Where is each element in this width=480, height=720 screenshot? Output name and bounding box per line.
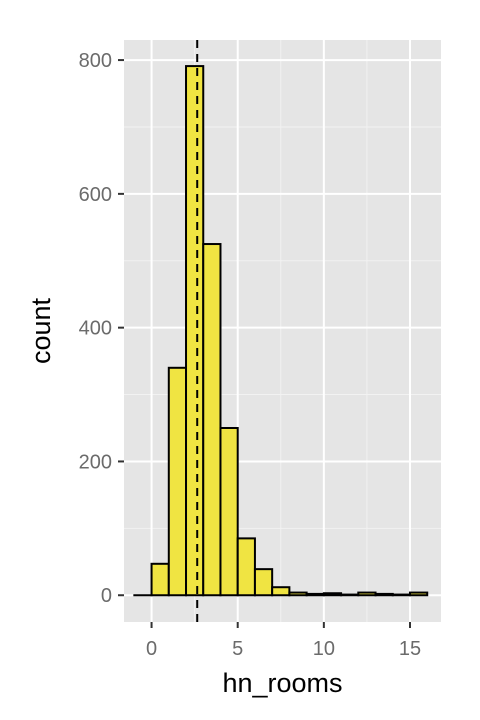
histogram-bar bbox=[374, 592, 394, 597]
x-tick-label: 10 bbox=[313, 638, 335, 660]
y-tick-label: 400 bbox=[79, 318, 112, 340]
histogram-bar bbox=[271, 586, 291, 597]
x-tick-label: 0 bbox=[146, 638, 157, 660]
histogram-bar bbox=[219, 427, 239, 597]
histogram-bar bbox=[253, 568, 274, 597]
x-tick-label: 5 bbox=[232, 638, 243, 660]
histogram-bar bbox=[305, 592, 325, 597]
histogram-bar bbox=[236, 537, 256, 597]
x-axis-ticks: 0 5 10 15 bbox=[146, 622, 421, 660]
x-axis-title: hn_rooms bbox=[222, 668, 342, 698]
y-tick-label: 800 bbox=[79, 50, 112, 72]
histogram-bar bbox=[185, 65, 205, 597]
y-tick-label: 200 bbox=[79, 451, 112, 473]
y-axis-ticks: 0 200 400 600 800 bbox=[79, 50, 124, 607]
histogram-bars bbox=[133, 65, 429, 597]
y-tick-label: 600 bbox=[79, 184, 112, 206]
grid-major bbox=[124, 40, 441, 622]
histogram-bar bbox=[340, 593, 360, 597]
histogram-bar bbox=[357, 591, 377, 597]
y-tick-label: 0 bbox=[101, 585, 112, 607]
histogram-bar bbox=[288, 591, 308, 597]
histogram-bar bbox=[391, 593, 411, 597]
y-axis-title: count bbox=[26, 297, 56, 364]
x-tick-label: 15 bbox=[399, 638, 421, 660]
histogram-bar bbox=[150, 562, 170, 597]
histogram-bar bbox=[202, 243, 222, 597]
histogram-bar bbox=[408, 591, 429, 597]
histogram-bar bbox=[167, 366, 188, 597]
histogram-bar bbox=[322, 592, 343, 597]
